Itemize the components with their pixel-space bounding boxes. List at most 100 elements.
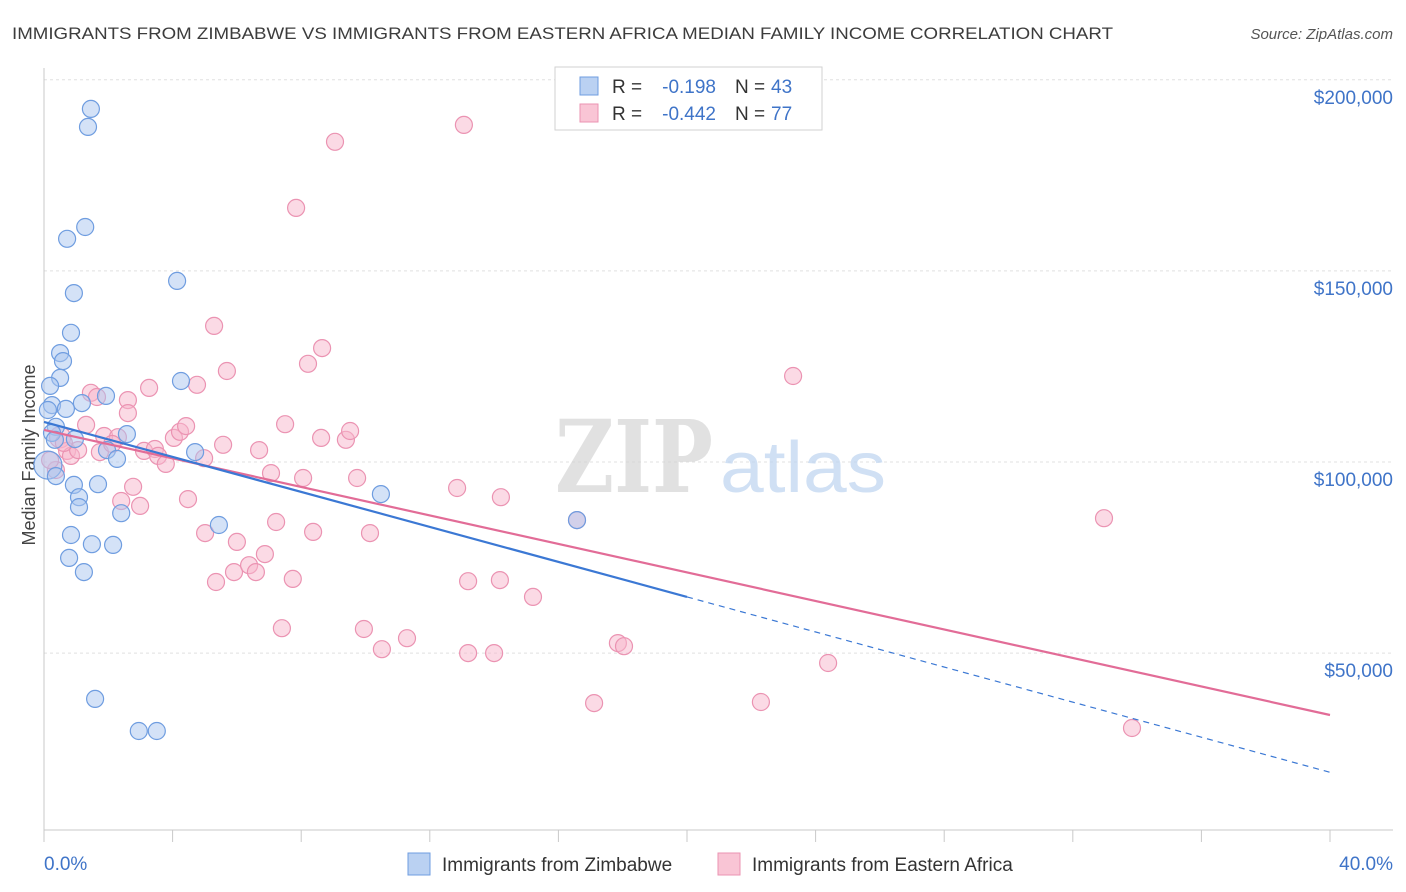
zimbabwe-point: [371, 485, 390, 504]
eastern-africa-point: [124, 477, 143, 496]
zimbabwe-points: [33, 99, 587, 741]
eastern-africa-point: [214, 435, 233, 454]
y-tick-label: $100,000: [1314, 470, 1393, 491]
eastern-africa-point: [118, 404, 138, 423]
eastern-africa-point: [267, 512, 286, 532]
eastern-africa-point: [187, 375, 207, 394]
source-label: Source: ZipAtlas.com: [1250, 26, 1393, 43]
x-axis-ticks: [43, 830, 1331, 842]
zimbabwe-point: [96, 386, 116, 405]
zimbabwe-point: [61, 525, 81, 545]
y-tick-labels: $200,000 $150,000 $100,000 $50,000: [1314, 88, 1393, 682]
eastern-africa-point: [614, 637, 634, 656]
eastern-africa-point: [246, 562, 265, 582]
zimbabwe-point: [107, 449, 127, 468]
eastern-africa-point: [178, 490, 198, 509]
eastern-africa-point: [454, 115, 473, 135]
legend-swatch-zimbabwe: [579, 76, 599, 96]
zimbabwe-point: [56, 399, 76, 418]
watermark-zip: ZIP: [555, 398, 713, 516]
legend-swatch-eastern-africa: [579, 103, 599, 123]
eastern-africa-point: [276, 415, 295, 434]
eastern-africa-point: [490, 570, 509, 590]
eastern-africa-point: [298, 354, 318, 373]
r-label-eastern-africa: R =: [612, 104, 642, 125]
eastern-africa-point: [783, 366, 803, 386]
eastern-africa-point: [227, 532, 246, 552]
eastern-africa-point: [196, 523, 215, 543]
zimbabwe-point: [147, 721, 166, 741]
y-tick-label: $50,000: [1324, 661, 1393, 682]
eastern-africa-point: [140, 378, 159, 397]
eastern-africa-point: [1094, 509, 1114, 528]
trend-lines: [43, 420, 1331, 773]
eastern-africa-point: [250, 441, 269, 460]
eastern-africa-point: [485, 643, 504, 663]
zimbabwe-point: [85, 689, 105, 709]
n-label-eastern-africa: N =: [735, 104, 765, 125]
zimbabwe-point: [38, 400, 58, 420]
bottom-legend-swatch-eastern-africa: [717, 852, 741, 876]
legend-label-eastern-africa: Immigrants from Eastern Africa: [752, 855, 1013, 876]
eastern-africa-point: [491, 488, 510, 507]
zimbabwe-point: [61, 323, 81, 342]
zimbabwe-point: [74, 562, 94, 582]
chart-title: IMMIGRANTS FROM ZIMBABWE VS IMMIGRANTS F…: [12, 24, 1113, 43]
eastern-africa-point: [312, 428, 331, 447]
zimbabwe-point: [103, 535, 123, 555]
eastern-africa-point: [272, 619, 291, 638]
eastern-africa-point: [448, 478, 467, 498]
eastern-africa-point: [261, 464, 281, 483]
legend-label-zimbabwe: Immigrants from Zimbabwe: [442, 855, 672, 876]
eastern-africa-point: [348, 468, 367, 488]
zimbabwe-point: [69, 498, 89, 517]
eastern-africa-point: [313, 339, 332, 358]
zimbabwe-point: [81, 99, 101, 119]
eastern-africa-point: [217, 361, 236, 381]
eastern-africa-point: [304, 522, 323, 542]
eastern-africa-point: [372, 640, 391, 659]
r-label-zimbabwe: R =: [612, 77, 642, 98]
bottom-legend-swatch-zimbabwe: [407, 852, 431, 876]
y-tick-label: $150,000: [1314, 279, 1393, 300]
stats-legend-box: [554, 66, 823, 131]
x-tick-label-max: 40.0%: [1339, 854, 1393, 875]
zimbabwe-point: [57, 229, 77, 248]
eastern-africa-trend-line: [43, 428, 1331, 717]
n-value-eastern-africa: 77: [771, 104, 792, 125]
zimbabwe-point: [64, 284, 84, 303]
eastern-africa-point: [751, 692, 771, 712]
watermark: ZIP atlas: [555, 398, 886, 516]
zimbabwe-point: [186, 443, 205, 462]
zimbabwe-point: [88, 475, 108, 494]
zimbabwe-point: [76, 217, 95, 237]
eastern-africa-point: [584, 693, 604, 713]
eastern-africa-point: [205, 316, 224, 335]
zimbabwe-point: [82, 535, 102, 554]
n-value-zimbabwe: 43: [771, 77, 792, 98]
stats-legend: R = -0.198 N = 43 R = -0.442 N = 77: [554, 66, 823, 131]
eastern-africa-point: [325, 132, 345, 151]
zimbabwe-point: [72, 394, 92, 413]
series-legend: Immigrants from Zimbabwe Immigrants from…: [407, 852, 1013, 876]
zimbabwe-point: [40, 376, 60, 395]
n-label-zimbabwe: N =: [735, 77, 765, 98]
eastern-africa-point: [523, 587, 543, 607]
zimbabwe-point: [129, 721, 148, 741]
zimbabwe-trend-line: [43, 420, 688, 598]
eastern-africa-point: [283, 569, 302, 589]
eastern-africa-point: [818, 653, 838, 673]
zimbabwe-point: [112, 504, 131, 523]
eastern-africa-point: [341, 421, 360, 441]
eastern-africa-point: [255, 544, 274, 564]
zimbabwe-point: [171, 371, 191, 391]
y-axis-label: Median Family Income: [19, 364, 39, 545]
eastern-africa-point: [287, 198, 306, 217]
zimbabwe-point: [209, 515, 228, 535]
zimbabwe-point: [46, 467, 66, 486]
eastern-africa-point: [1122, 718, 1142, 738]
eastern-africa-point: [397, 629, 417, 648]
zimbabwe-point: [78, 117, 98, 137]
eastern-africa-point: [177, 417, 196, 436]
